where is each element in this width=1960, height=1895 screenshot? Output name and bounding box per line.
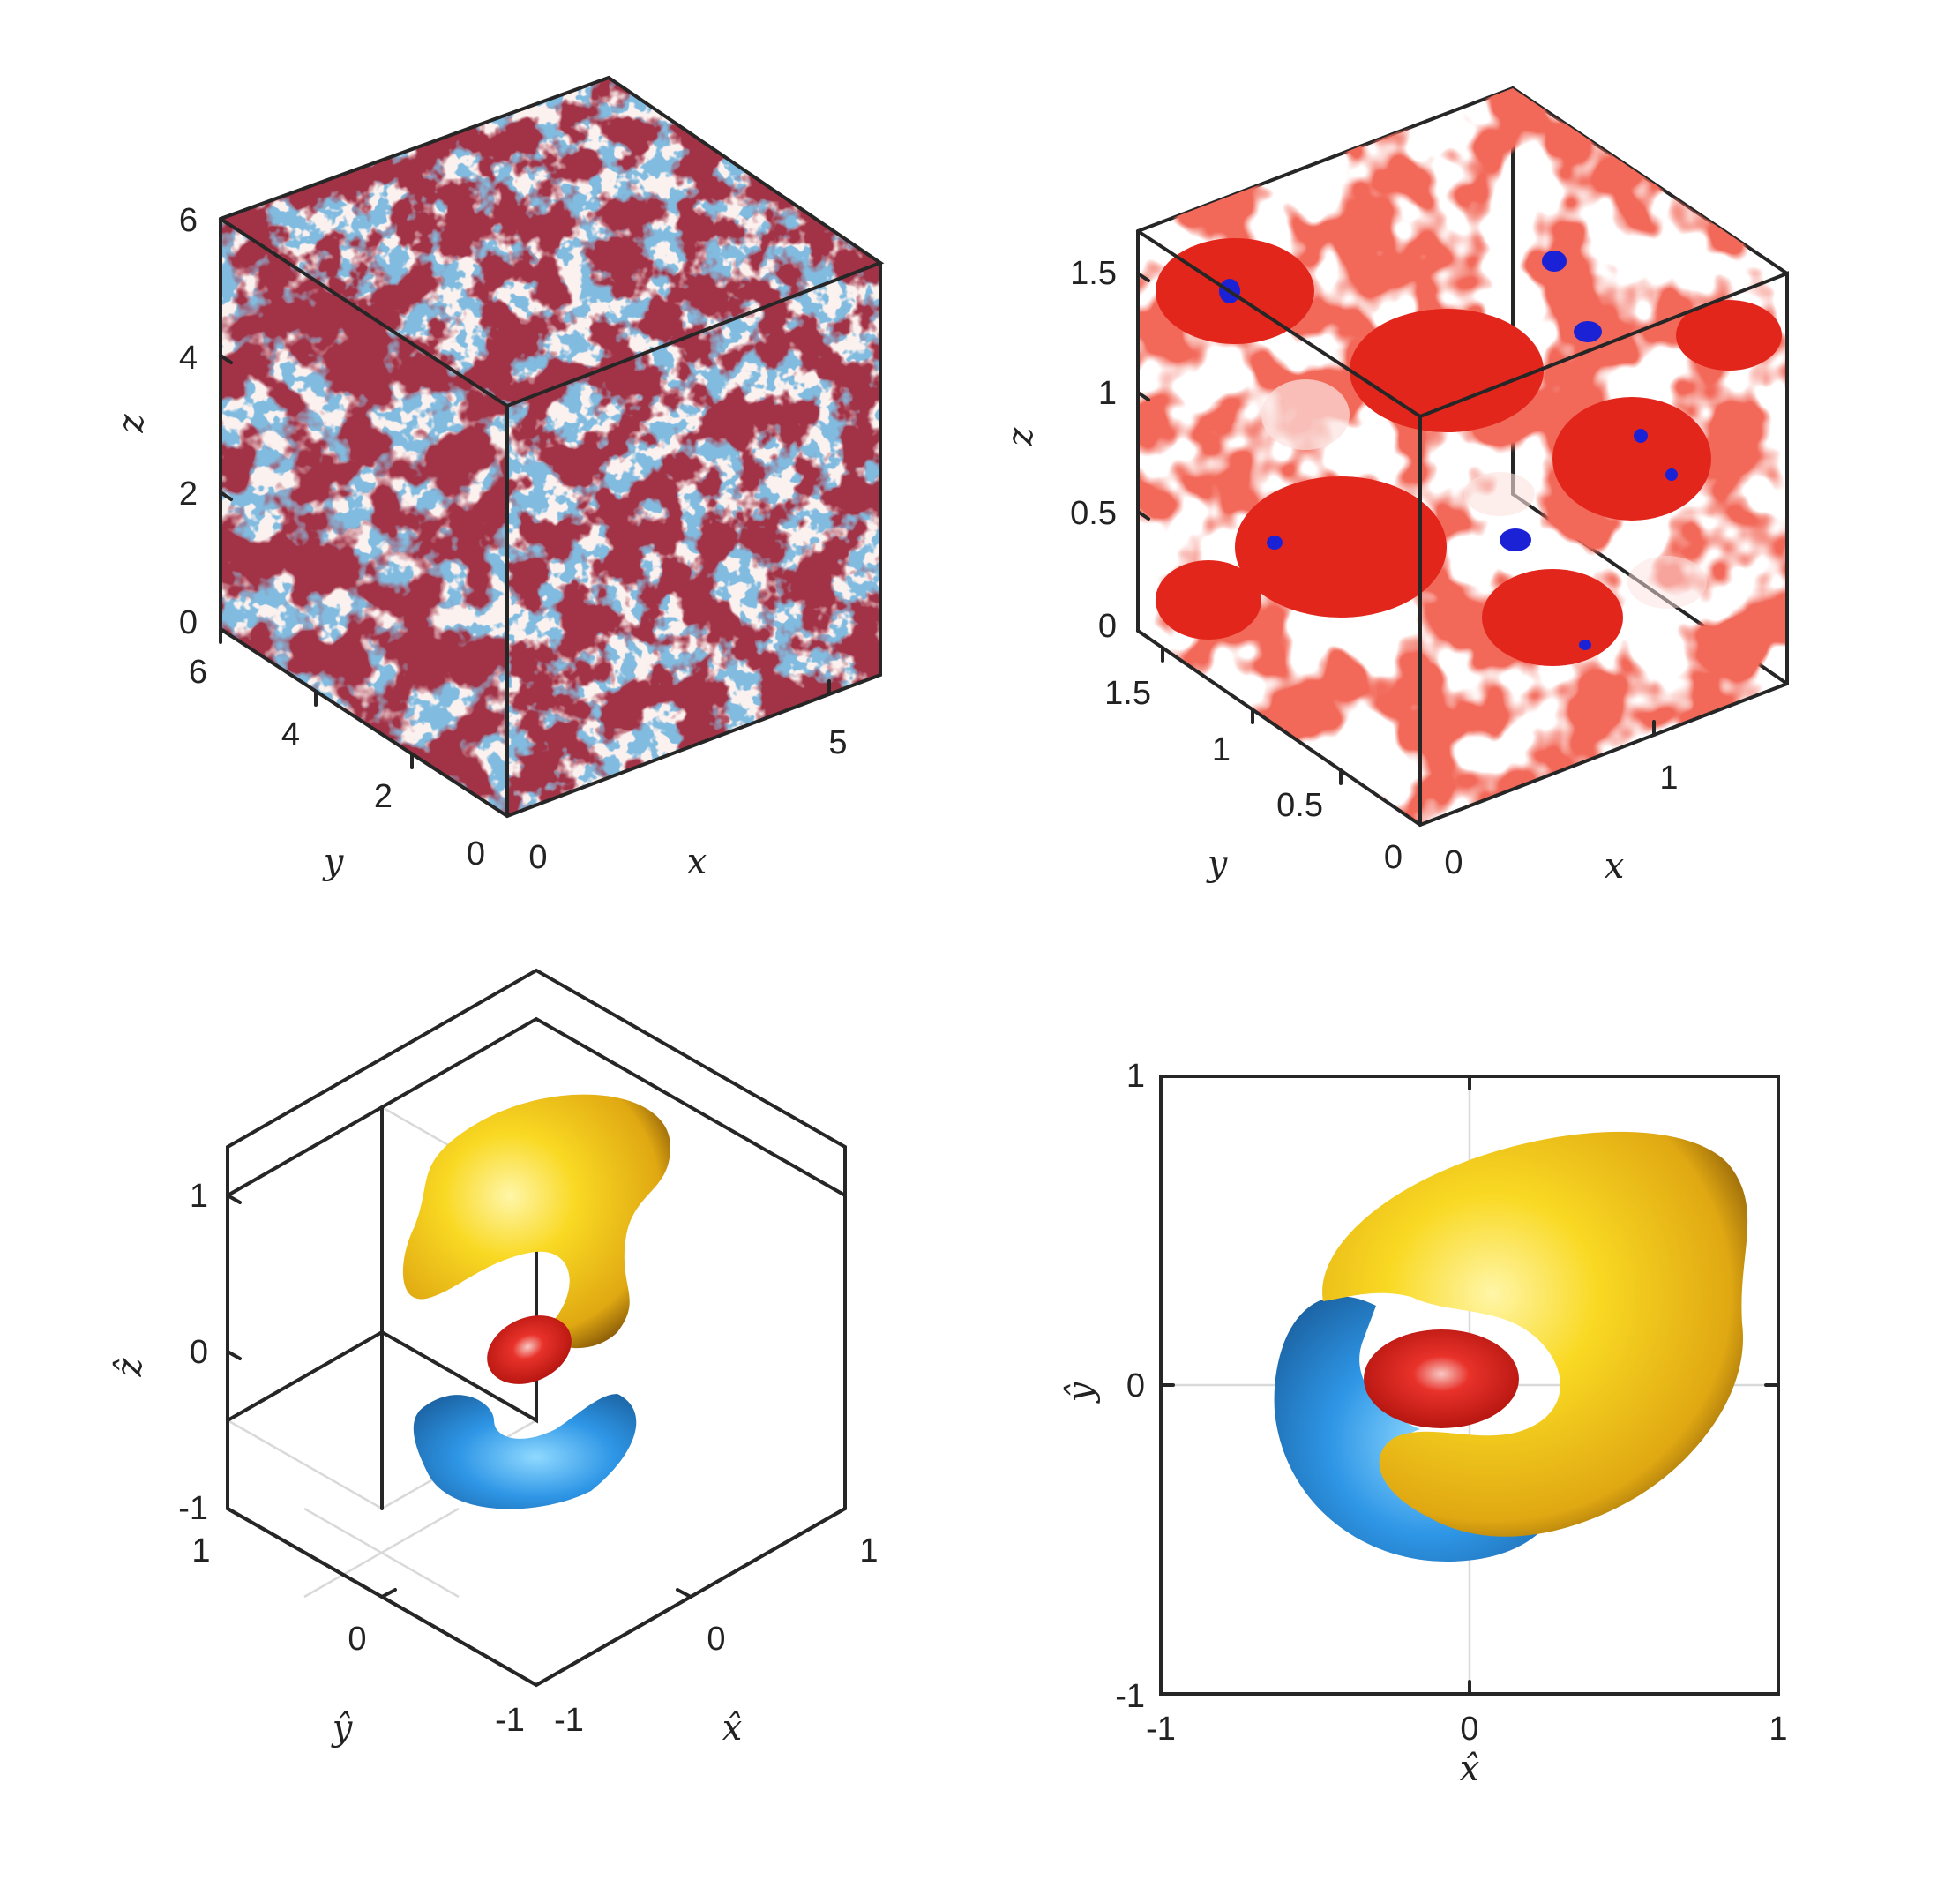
tick-label: 1 bbox=[859, 1532, 878, 1569]
tick-label: 1.5 bbox=[1070, 255, 1117, 292]
panel-bottom-left: 1 0 -1 ẑ 1 0 -1 ŷ -1 0 1 x̂ bbox=[109, 968, 879, 1749]
tick-label: 0 bbox=[190, 1334, 208, 1371]
tick-label: 1 bbox=[1126, 1058, 1145, 1095]
z-ticks: 1.5 1 0.5 0 bbox=[1070, 255, 1150, 645]
tick-label: 5 bbox=[828, 724, 847, 761]
tick-label: -1 bbox=[554, 1702, 584, 1739]
panel-top-right: 1.5 1 0.5 0 z 1.5 1 0.5 0 y 0 1 x bbox=[1000, 86, 1789, 887]
tick-label: 2 bbox=[179, 476, 198, 513]
tick-label: -1 bbox=[1146, 1711, 1176, 1748]
y-ticks: 1 0 -1 bbox=[191, 1532, 524, 1739]
tick-label: -1 bbox=[178, 1490, 208, 1527]
blue-isosurface bbox=[1274, 1296, 1552, 1562]
red-isosurface bbox=[1364, 1329, 1519, 1428]
tick-label: 0 bbox=[707, 1621, 725, 1658]
z-ticks: 6 4 2 0 bbox=[179, 202, 233, 641]
x-ticks: 0 5 bbox=[528, 679, 848, 876]
z-ticks: 1 0 -1 bbox=[178, 1178, 242, 1527]
tick-label: 4 bbox=[179, 340, 198, 377]
y-ticks: 1.5 1 0.5 0 bbox=[1104, 646, 1403, 876]
axis-label-x: x bbox=[1605, 846, 1625, 887]
tick-label: -1 bbox=[1115, 1678, 1145, 1715]
tick-label: 0 bbox=[1460, 1711, 1478, 1748]
top-edges bbox=[226, 1016, 847, 1197]
axis-label-y: y bbox=[1206, 843, 1229, 884]
ticks bbox=[1159, 1075, 1780, 1696]
tick-label: 0 bbox=[179, 604, 198, 641]
blue-isosurfaces bbox=[1219, 251, 1678, 650]
front-edges bbox=[226, 1194, 847, 1688]
axis-label-z: z bbox=[1000, 427, 1041, 447]
tick-label: 1 bbox=[1098, 375, 1117, 412]
tick-label: 1 bbox=[190, 1178, 208, 1215]
axis-label-x: x̂ bbox=[722, 1708, 743, 1749]
axis-label-z: z bbox=[111, 414, 152, 434]
tick-label: 0 bbox=[1126, 1367, 1145, 1404]
tick-label: 0 bbox=[1384, 839, 1403, 876]
tick-label: 6 bbox=[189, 654, 207, 691]
axis-label-z: ẑ bbox=[109, 1358, 150, 1378]
tick-label: 4 bbox=[281, 716, 300, 753]
tick-label: 6 bbox=[179, 202, 198, 239]
x-ticks: 0 1 bbox=[1444, 720, 1679, 881]
axis-label-y: ŷ bbox=[331, 1708, 354, 1749]
tick-label: 0 bbox=[1444, 844, 1463, 881]
red-isosurfaces bbox=[1138, 88, 1787, 825]
tick-label: 0.5 bbox=[1276, 787, 1323, 824]
tick-label: 0 bbox=[528, 839, 547, 876]
y-ticks: 6 4 2 0 bbox=[189, 627, 485, 873]
x-ticks: -1 0 1 bbox=[554, 1532, 878, 1739]
tick-label: -1 bbox=[495, 1702, 525, 1739]
tick-label: 1 bbox=[191, 1532, 210, 1569]
tick-label: 0 bbox=[1098, 608, 1117, 645]
yellow-isosurface bbox=[402, 1094, 670, 1349]
red-isosurface bbox=[487, 1315, 572, 1384]
panel-top-left: 6 4 2 0 z 6 4 2 0 y 0 5 x bbox=[111, 75, 885, 882]
tick-label: 1 bbox=[1212, 731, 1231, 768]
tick-label: 1 bbox=[1659, 760, 1678, 797]
tick-label: 1 bbox=[1769, 1711, 1787, 1748]
tick-label: 0 bbox=[348, 1621, 366, 1658]
tick-label: 2 bbox=[374, 778, 393, 815]
tick-label: 0 bbox=[467, 835, 485, 873]
panel-bottom-right: 1 0 -1 ŷ -1 0 1 x̂ bbox=[1060, 1058, 1788, 1789]
axis-label-y: y bbox=[322, 842, 345, 882]
axis-label-y: ŷ bbox=[1060, 1381, 1101, 1404]
tick-label: 0.5 bbox=[1070, 495, 1117, 532]
tick-label: 1.5 bbox=[1104, 675, 1151, 712]
yellow-isosurface bbox=[1322, 1131, 1748, 1537]
blue-isosurface bbox=[413, 1394, 637, 1509]
axis-label-x: x̂ bbox=[1460, 1749, 1480, 1789]
axis-label-x: x bbox=[687, 842, 707, 882]
